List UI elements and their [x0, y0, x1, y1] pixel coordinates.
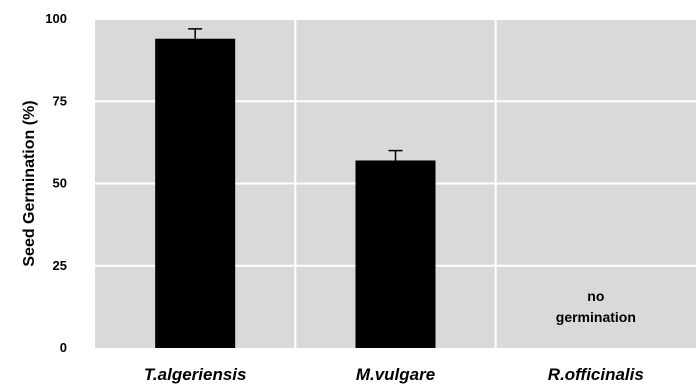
category-label: T.algeriensis [144, 365, 247, 384]
y-axis-ticks: 0 25 50 75 100 [45, 11, 67, 355]
x-axis-categories: T.algeriensis M.vulgare R.officinalis [144, 365, 644, 384]
y-axis-label: Seed Germination (%) [21, 100, 38, 266]
y-tick-label: 0 [60, 340, 67, 355]
annotation-text: no [587, 288, 604, 304]
y-tick-label: 75 [53, 93, 67, 108]
bars [155, 38, 436, 349]
bar [355, 160, 436, 348]
y-tick-label: 25 [53, 258, 67, 273]
y-tick-label: 100 [45, 11, 67, 26]
y-tick-label: 50 [53, 176, 67, 191]
bar [155, 38, 236, 349]
category-label: M.vulgare [356, 365, 435, 384]
annotation-text: germination [556, 309, 636, 325]
category-label: R.officinalis [548, 365, 644, 384]
error-bars [188, 28, 403, 161]
annotations: no germination [556, 288, 636, 325]
